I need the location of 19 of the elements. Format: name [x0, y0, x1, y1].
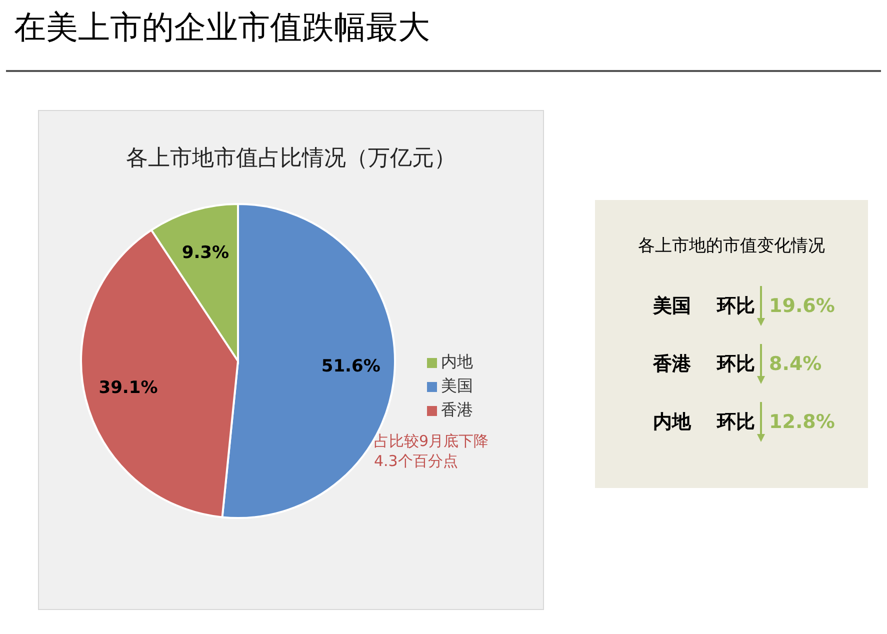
text: 占比较9月底下降4.3个百分点	[374, 431, 490, 471]
text: 环比	[717, 410, 755, 435]
legend-label: 内地	[441, 352, 473, 371]
legend-label: 美国	[441, 376, 473, 395]
data-label: 9.3%	[182, 242, 230, 263]
text: 各上市地的市值变化情况	[637, 235, 826, 257]
data-label: 39.1%	[98, 378, 158, 398]
category-label: 美国	[653, 294, 692, 319]
chart-title: 在美上市的企业市值跌幅最大	[14, 7, 430, 48]
data-label: 51.6%	[321, 356, 380, 377]
category-label: 香港	[653, 352, 692, 377]
text: 8.4%	[769, 353, 822, 375]
category-label: 内地	[653, 410, 692, 435]
chart-subtitle: 各上市地市值占比情况（万亿元）	[125, 145, 457, 173]
text: 19.6%	[769, 295, 835, 317]
text: 12.8%	[769, 411, 835, 433]
legend-label: 香港	[441, 400, 473, 419]
text: 环比	[717, 352, 755, 377]
text: 环比	[717, 294, 755, 319]
